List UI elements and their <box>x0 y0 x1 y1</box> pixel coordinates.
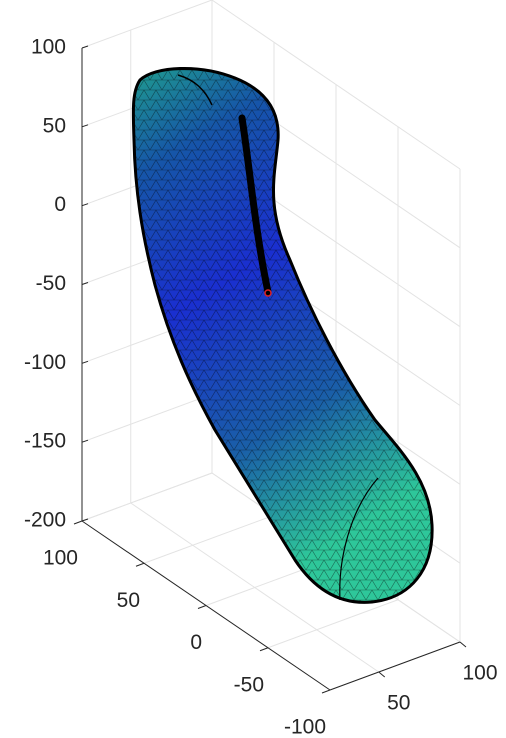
y-tick-label: 100 <box>462 662 497 685</box>
z-tick <box>81 439 89 443</box>
x-tick-label: -100 <box>284 716 326 738</box>
z-tick <box>81 360 89 364</box>
x-tick <box>321 689 331 694</box>
grid-line <box>130 502 380 673</box>
grid-line <box>81 0 213 49</box>
groove <box>238 114 272 296</box>
y-tick-label: 50 <box>387 692 410 715</box>
marker <box>264 289 272 297</box>
seam <box>177 74 213 106</box>
surface <box>131 66 434 604</box>
z-tick <box>81 203 89 207</box>
x-tick <box>197 605 207 609</box>
x-tick <box>259 647 269 652</box>
y-tick <box>459 641 467 648</box>
mesh-lines <box>133 68 433 603</box>
grid-line <box>143 514 275 564</box>
x-tick-label: 50 <box>117 589 140 612</box>
axes: -200 -150 -100 -50 0 50 100 -100 -50 0 50 100 50 100 <box>24 36 498 738</box>
z-tick-label: 50 <box>43 114 66 137</box>
x-tick-label: -50 <box>234 673 264 696</box>
x-tick-label: 100 <box>43 547 78 570</box>
z-tick-label: 100 <box>31 36 66 59</box>
y-tick <box>378 671 386 678</box>
z-tick <box>81 45 89 49</box>
y-axis <box>329 641 461 691</box>
seam <box>339 477 379 601</box>
x-tick <box>73 520 83 525</box>
z-tick <box>81 282 89 285</box>
grid-line <box>81 393 213 443</box>
x-tick <box>135 562 145 567</box>
z-tick <box>81 518 89 522</box>
z-tick <box>81 124 89 128</box>
z-tick-label: 0 <box>54 193 66 216</box>
z-tick-label: -100 <box>24 351 66 374</box>
grid-line <box>267 599 399 649</box>
z-tick-label: -150 <box>24 430 66 453</box>
x-tick-label: 0 <box>190 631 202 654</box>
z-tick-label: -200 <box>24 509 66 532</box>
grid-line <box>81 472 213 522</box>
z-tick-label: -50 <box>36 272 66 295</box>
